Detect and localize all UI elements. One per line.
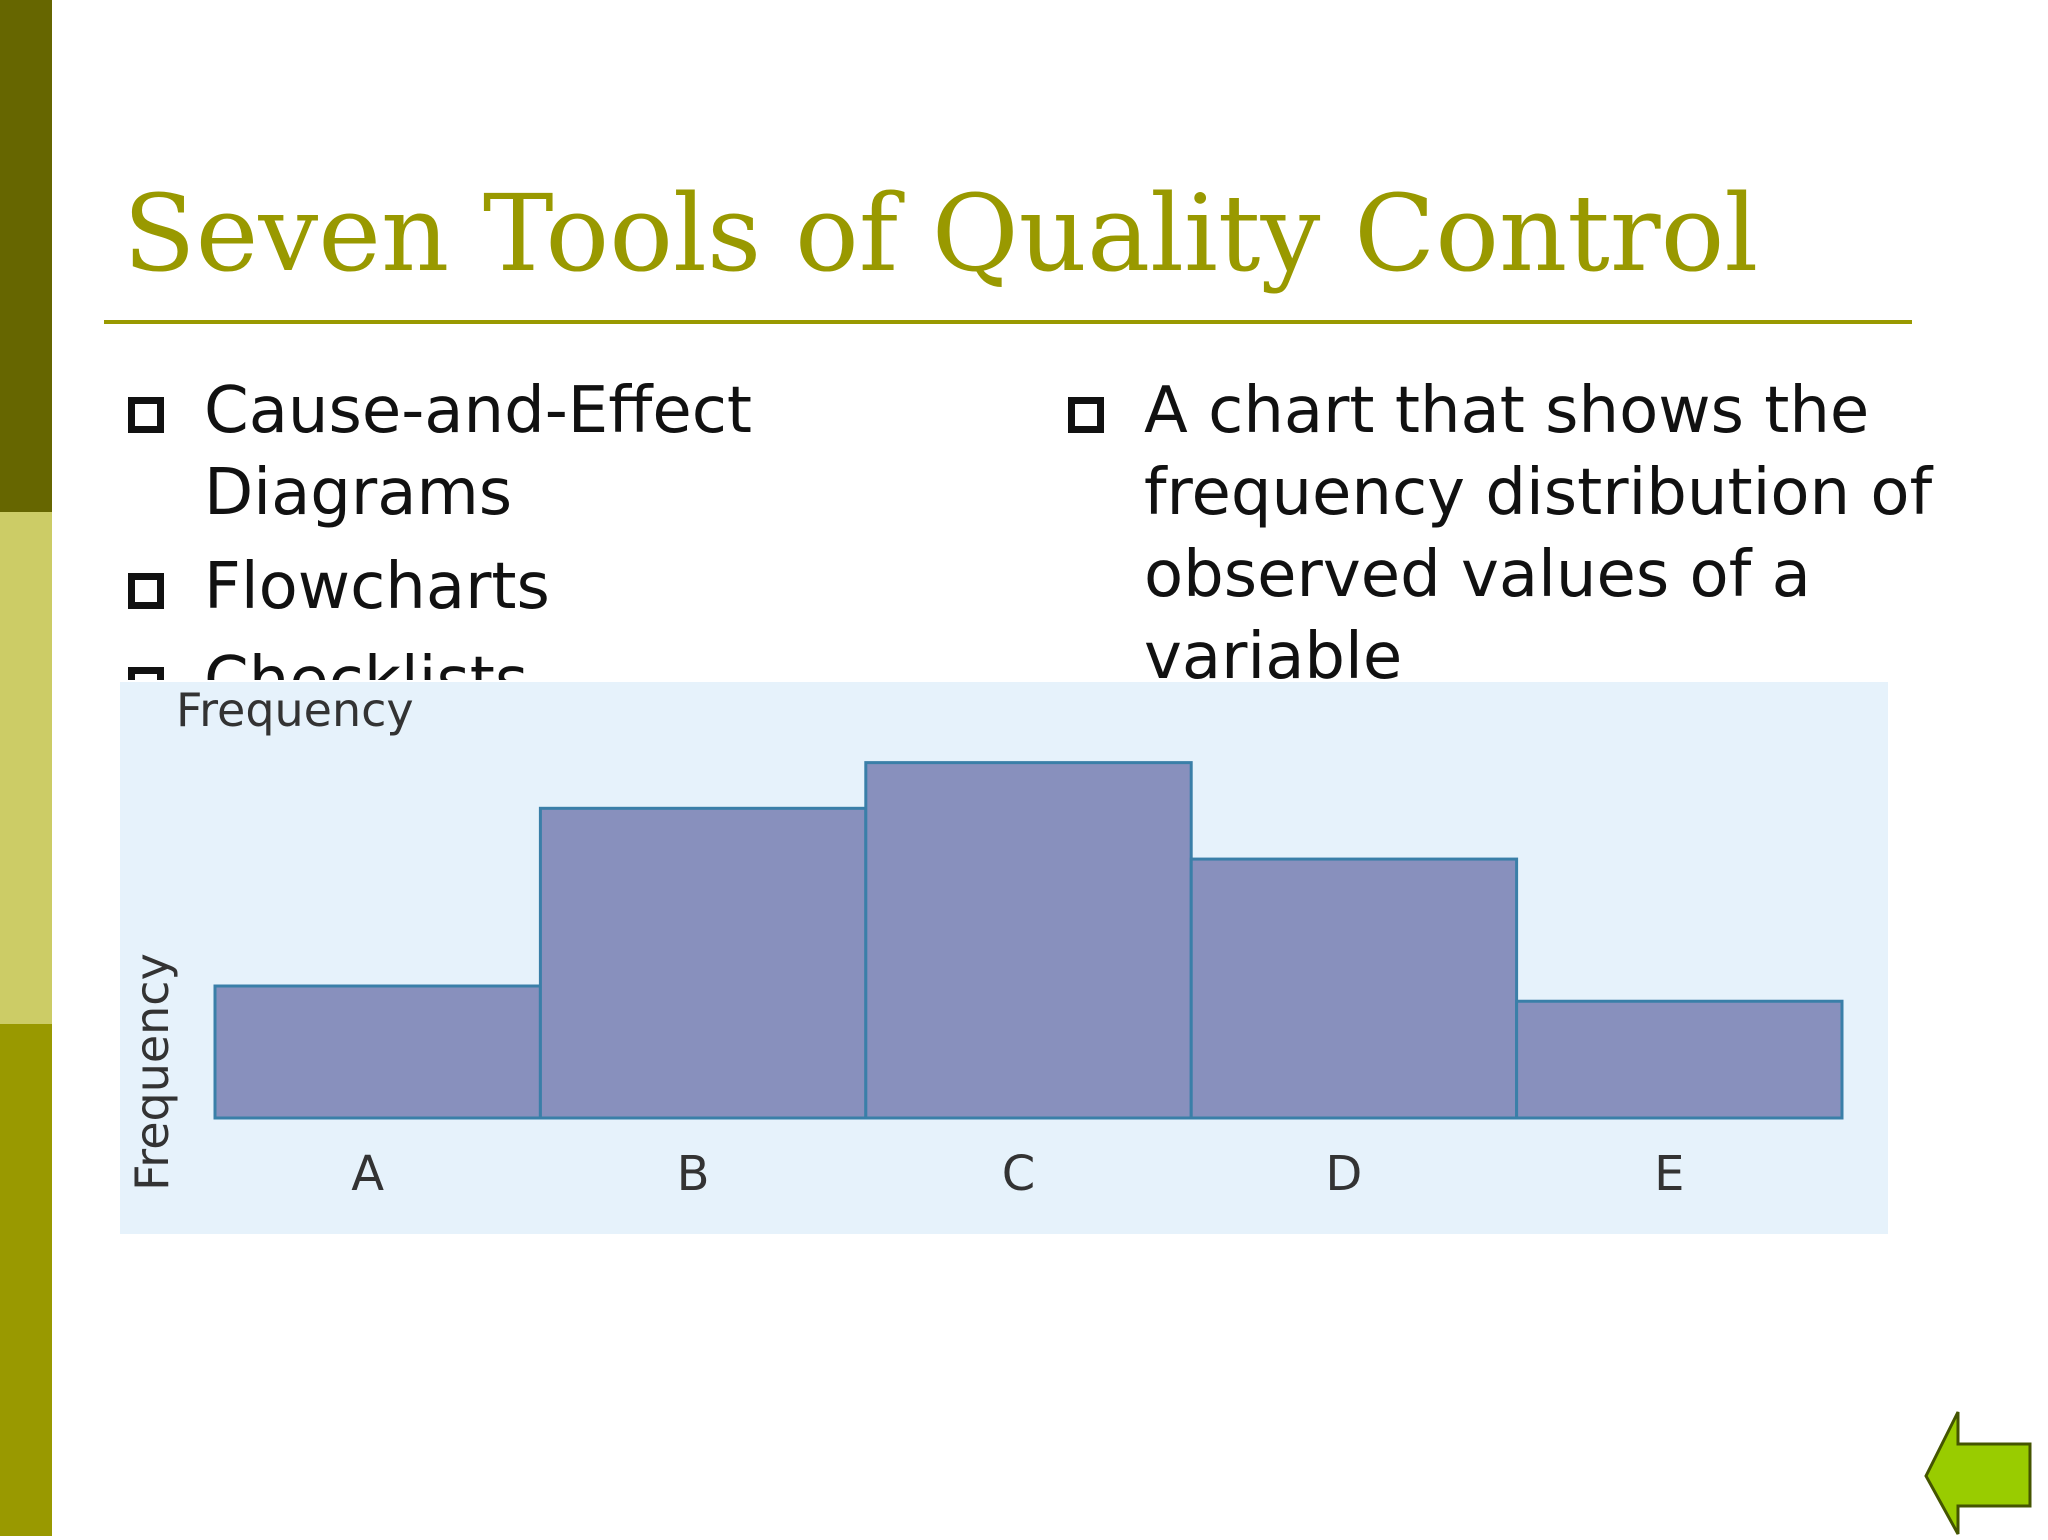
x-tick-label: C [1002,1146,1036,1202]
square-bullet-icon [128,573,164,609]
histogram-bar-d [1189,857,1519,1120]
x-tick-label: D [1325,1146,1362,1202]
bullet-item: Cause-and-Effect Diagrams [128,370,978,534]
bullet-text: Checklists [204,644,528,680]
bullet-text: Cause-and-Effect Diagrams [204,374,752,530]
histogram-bar-e [1515,999,1844,1120]
sidebar-bottom-band [0,1024,52,1536]
x-tick-label: B [677,1146,710,1202]
y-axis-label: Frequency [125,953,179,1191]
left-bullet-list: Cause-and-Effect Diagrams Flowcharts Che… [128,370,978,680]
right-bullet-list: A chart that shows the frequency distrib… [1068,370,1948,685]
sidebar-top-band [0,0,52,512]
bullet-item: Checklists [128,640,978,680]
x-tick-label: A [351,1146,384,1202]
histogram-svg: Frequency Frequency A B C D E [125,683,1844,1202]
slide-title: Seven Tools of Quality Control [123,172,1759,295]
bullet-text: A chart that shows the frequency distrib… [1144,374,1933,685]
square-bullet-icon [1068,397,1104,433]
histogram-bar-a [213,984,542,1120]
square-bullet-icon [128,667,164,680]
back-button[interactable] [1924,1410,2034,1536]
bullet-item: Flowcharts [128,546,978,628]
histogram-bar-c [864,761,1193,1120]
histogram-chart: Frequency Frequency A B C D E [120,682,1888,1234]
bullet-text: Flowcharts [204,550,550,624]
square-bullet-icon [128,397,164,433]
x-tick-labels: A B C D E [351,1146,1684,1202]
chart-title: Frequency [176,683,414,737]
histogram-bar-b [538,806,868,1120]
title-underline [104,320,1912,324]
bars-layer [213,761,1844,1120]
back-arrow-icon [1924,1411,2032,1535]
back-arrow-shape [1924,1411,2032,1535]
bullet-item: A chart that shows the frequency distrib… [1068,370,1948,685]
x-tick-label: E [1654,1146,1684,1202]
sidebar-middle-band [0,512,52,1024]
